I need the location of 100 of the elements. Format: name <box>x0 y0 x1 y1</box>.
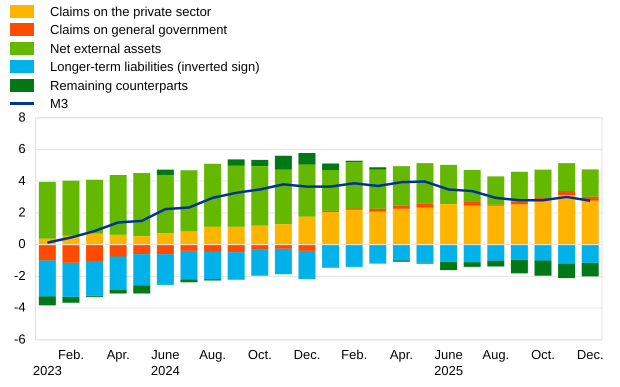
bar <box>322 163 340 170</box>
x-tick-label: June 2025 <box>434 347 464 378</box>
bar <box>86 180 104 234</box>
bar <box>464 245 481 262</box>
bar <box>510 260 528 274</box>
bar <box>487 205 504 244</box>
bar <box>510 204 528 244</box>
bar <box>38 296 56 306</box>
legend-label: Longer-term liabilities (inverted sign) <box>50 59 260 74</box>
bar <box>464 202 481 206</box>
bar <box>322 170 340 211</box>
x-tick-label: Dec. <box>576 347 604 362</box>
legend-label: M3 <box>50 96 68 112</box>
bar <box>62 296 80 303</box>
y-tick-label: -2 <box>14 268 26 283</box>
x-tick-label: Aug. <box>199 347 226 362</box>
bar <box>298 245 316 251</box>
x-tick-label: Apr. <box>390 347 413 362</box>
bar <box>298 216 316 244</box>
legend-label: Remaining counterparts <box>50 78 188 93</box>
bar <box>228 159 245 166</box>
bar <box>298 153 316 165</box>
bar <box>510 202 528 204</box>
bar <box>110 245 127 257</box>
bar <box>251 245 268 250</box>
bar <box>558 264 576 278</box>
bar <box>228 166 245 227</box>
bar <box>180 250 198 280</box>
y-tick-label: -6 <box>14 331 26 346</box>
bar <box>156 233 174 244</box>
bar <box>464 205 481 244</box>
bar <box>440 245 458 262</box>
legend-label: Net external assets <box>50 40 162 56</box>
bar <box>440 262 458 270</box>
x-tick-label: Dec. <box>294 347 320 362</box>
bar <box>346 245 363 267</box>
bar <box>251 166 268 226</box>
bar <box>534 245 552 260</box>
x-tick-label: Feb. <box>341 347 368 362</box>
bar <box>228 252 245 280</box>
legend-label: Claims on the private sector <box>50 4 212 19</box>
bar <box>251 226 268 244</box>
bar <box>274 156 292 170</box>
bar <box>582 245 599 263</box>
bar <box>416 245 434 263</box>
bar <box>38 182 56 239</box>
bar <box>534 260 552 276</box>
x-tick-label: June 2024 <box>150 347 180 378</box>
bar <box>510 172 528 202</box>
bar <box>133 285 150 294</box>
bar <box>38 245 56 260</box>
bar <box>133 172 150 236</box>
bar <box>392 208 410 244</box>
bar <box>298 250 316 280</box>
bar <box>274 224 292 244</box>
x-tick-label: Aug. <box>482 347 510 362</box>
bar <box>464 262 481 267</box>
bar <box>582 200 599 244</box>
bar <box>204 251 222 280</box>
bar <box>464 170 481 202</box>
bar <box>416 163 434 204</box>
bar <box>204 226 222 244</box>
x-tick-label: Oct. <box>248 347 272 362</box>
bar <box>62 180 80 236</box>
bar <box>274 248 292 274</box>
y-tick-label: 8 <box>18 109 26 124</box>
bar <box>156 170 174 176</box>
bar <box>392 206 410 209</box>
bar <box>274 245 292 249</box>
bar <box>86 245 104 261</box>
bar <box>156 175 174 234</box>
bar <box>582 262 599 276</box>
bar <box>534 170 552 198</box>
bar <box>392 166 410 206</box>
bar <box>204 164 222 227</box>
bar <box>440 164 458 204</box>
bar <box>133 236 150 244</box>
y-tick-label: 4 <box>18 172 26 188</box>
bar <box>487 260 504 267</box>
bar <box>133 245 150 254</box>
bar <box>156 245 174 254</box>
bar <box>346 210 363 244</box>
y-tick-label: 0 <box>18 236 26 252</box>
bar <box>274 170 292 224</box>
bar <box>156 254 174 285</box>
bar <box>534 200 552 244</box>
bar <box>228 245 245 252</box>
bar <box>204 245 222 252</box>
bar <box>558 191 576 196</box>
bar <box>62 262 80 297</box>
bar <box>369 208 386 212</box>
bar <box>510 245 528 260</box>
bar <box>62 245 80 263</box>
bar <box>133 254 150 286</box>
bar <box>38 260 56 296</box>
y-tick-label: 2 <box>18 204 26 220</box>
bar <box>487 176 504 205</box>
bar <box>392 245 410 260</box>
bar <box>369 170 386 209</box>
bar <box>487 245 504 261</box>
